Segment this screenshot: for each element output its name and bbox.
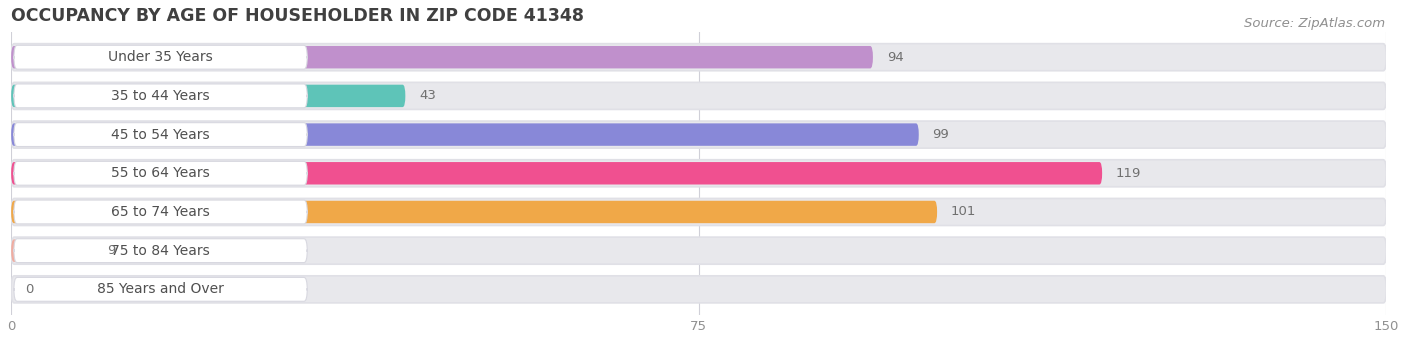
FancyBboxPatch shape — [11, 123, 918, 146]
FancyBboxPatch shape — [11, 237, 1386, 264]
FancyBboxPatch shape — [11, 82, 1386, 109]
FancyBboxPatch shape — [11, 46, 873, 68]
Text: 99: 99 — [932, 128, 949, 141]
FancyBboxPatch shape — [11, 199, 1386, 225]
FancyBboxPatch shape — [11, 201, 938, 223]
Text: 55 to 64 Years: 55 to 64 Years — [111, 166, 209, 180]
FancyBboxPatch shape — [11, 121, 1386, 148]
Text: 9: 9 — [107, 244, 115, 257]
FancyBboxPatch shape — [11, 44, 1386, 71]
FancyBboxPatch shape — [11, 160, 1386, 187]
FancyBboxPatch shape — [11, 85, 405, 107]
Text: OCCUPANCY BY AGE OF HOUSEHOLDER IN ZIP CODE 41348: OCCUPANCY BY AGE OF HOUSEHOLDER IN ZIP C… — [11, 7, 583, 25]
Text: 85 Years and Over: 85 Years and Over — [97, 282, 224, 296]
FancyBboxPatch shape — [11, 162, 1102, 185]
FancyBboxPatch shape — [14, 277, 308, 301]
FancyBboxPatch shape — [14, 162, 308, 185]
Text: Under 35 Years: Under 35 Years — [108, 50, 212, 64]
Text: 101: 101 — [950, 205, 976, 219]
FancyBboxPatch shape — [14, 123, 308, 147]
Text: 119: 119 — [1116, 167, 1142, 180]
Text: 75 to 84 Years: 75 to 84 Years — [111, 244, 209, 258]
Text: 45 to 54 Years: 45 to 54 Years — [111, 128, 209, 141]
FancyBboxPatch shape — [14, 200, 308, 224]
FancyBboxPatch shape — [11, 276, 1386, 303]
Text: 43: 43 — [419, 89, 436, 102]
Text: Source: ZipAtlas.com: Source: ZipAtlas.com — [1244, 17, 1385, 30]
FancyBboxPatch shape — [14, 45, 308, 69]
Text: 94: 94 — [887, 51, 904, 64]
FancyBboxPatch shape — [14, 239, 308, 262]
Text: 35 to 44 Years: 35 to 44 Years — [111, 89, 209, 103]
FancyBboxPatch shape — [11, 239, 94, 262]
Text: 65 to 74 Years: 65 to 74 Years — [111, 205, 209, 219]
Text: 0: 0 — [25, 283, 34, 296]
FancyBboxPatch shape — [14, 84, 308, 108]
